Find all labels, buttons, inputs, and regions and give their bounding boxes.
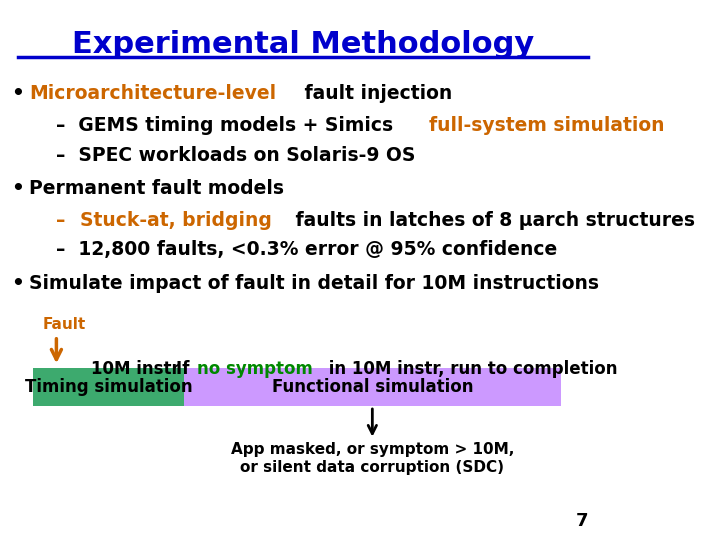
Text: full-system simulation: full-system simulation [429, 116, 665, 135]
Text: Simulate impact of fault in detail for 10M instructions: Simulate impact of fault in detail for 1… [29, 274, 599, 293]
Text: Microarchitecture-level: Microarchitecture-level [29, 84, 276, 103]
Text: –  12,800 faults, <0.3% error @ 95% confidence: – 12,800 faults, <0.3% error @ 95% confi… [55, 240, 557, 259]
Text: –: – [55, 211, 78, 229]
Text: 7: 7 [576, 512, 588, 530]
Text: If: If [176, 360, 195, 378]
Text: no symptom: no symptom [197, 360, 312, 378]
Text: •: • [11, 84, 24, 103]
Text: •: • [11, 179, 24, 198]
Text: faults in latches of 8 μarch structures: faults in latches of 8 μarch structures [289, 211, 695, 229]
Text: fault injection: fault injection [297, 84, 452, 103]
Text: •: • [11, 274, 24, 293]
Text: Timing simulation: Timing simulation [24, 378, 192, 396]
Text: Permanent fault models: Permanent fault models [29, 179, 284, 198]
FancyBboxPatch shape [184, 368, 561, 406]
FancyBboxPatch shape [33, 368, 184, 406]
Text: Stuck-at, bridging: Stuck-at, bridging [80, 211, 272, 229]
Text: –  SPEC workloads on Solaris-9 OS: – SPEC workloads on Solaris-9 OS [55, 146, 415, 165]
Text: in 10M instr, run to completion: in 10M instr, run to completion [323, 360, 617, 378]
Text: 10M instr: 10M instr [91, 360, 180, 378]
Text: –  GEMS timing models + Simics: – GEMS timing models + Simics [55, 116, 400, 135]
Text: Fault: Fault [42, 317, 86, 332]
Text: Experimental Methodology: Experimental Methodology [72, 30, 534, 59]
Text: App masked, or symptom > 10M,
or silent data corruption (SDC): App masked, or symptom > 10M, or silent … [230, 442, 514, 475]
Text: Functional simulation: Functional simulation [271, 378, 473, 396]
